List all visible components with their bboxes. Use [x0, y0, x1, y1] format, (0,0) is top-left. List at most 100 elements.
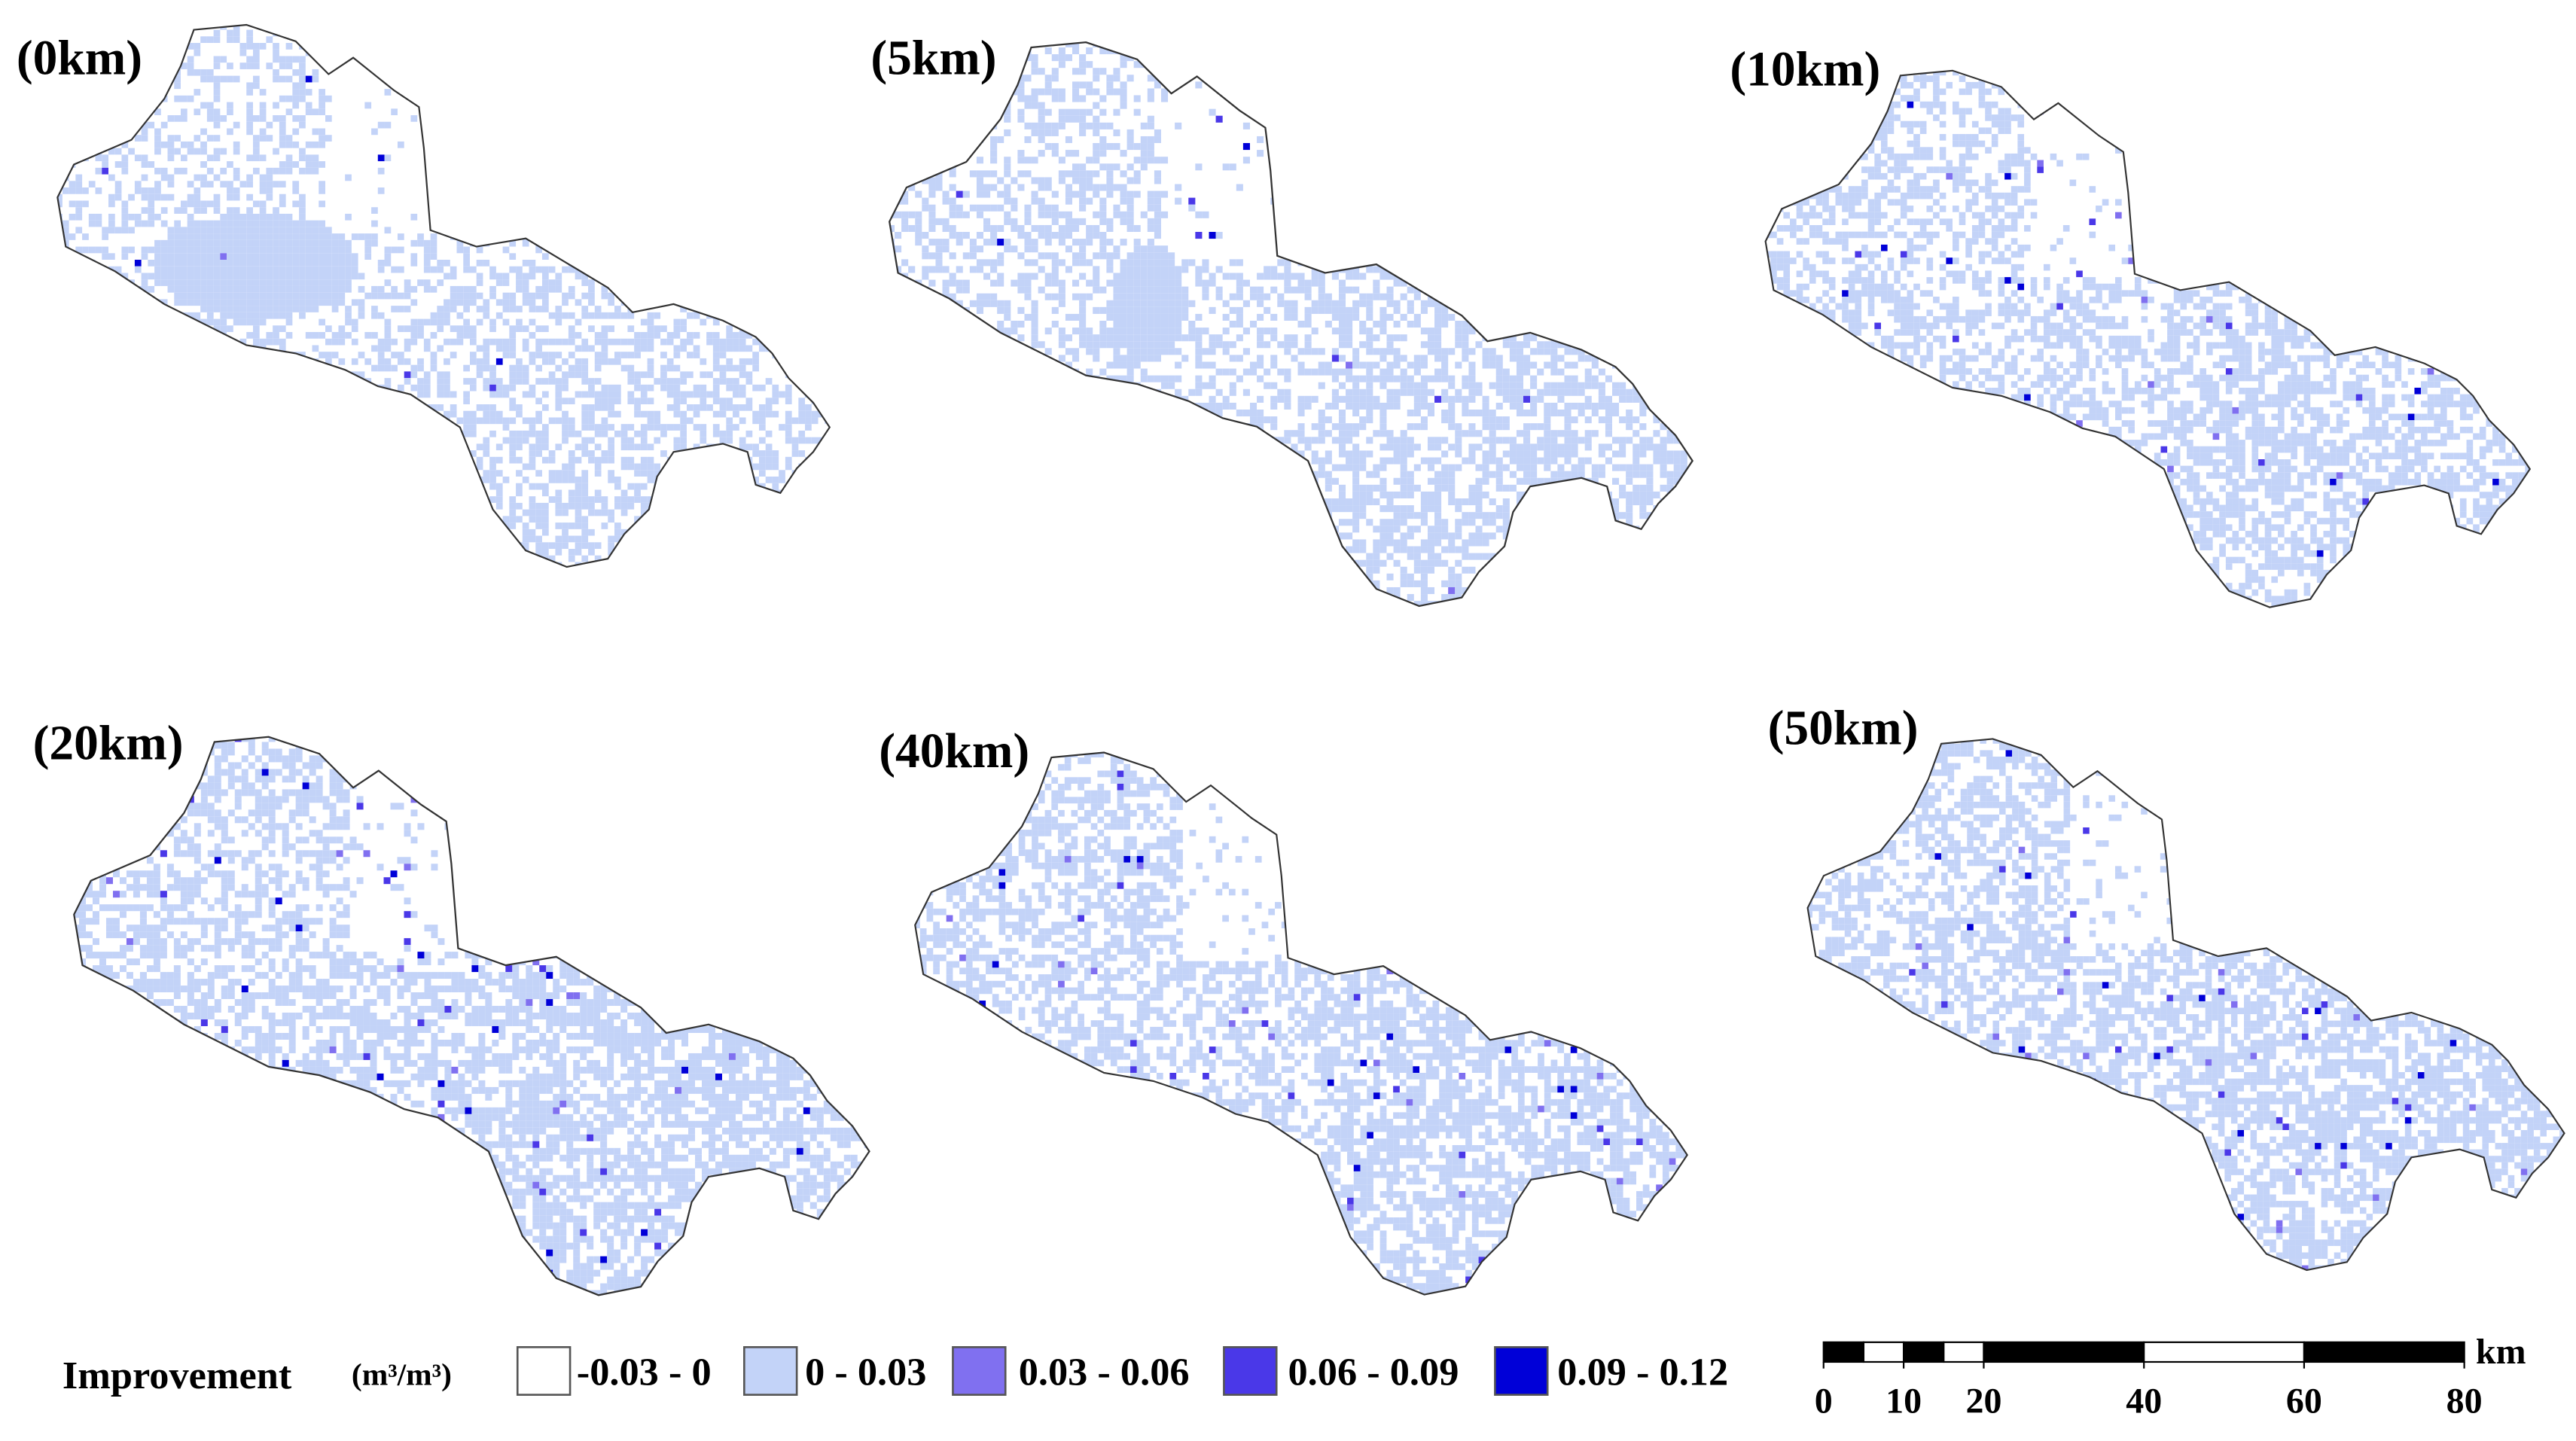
raster-cell [588, 529, 595, 536]
raster-cell [712, 364, 720, 372]
raster-cell [719, 352, 727, 358]
raster-cell [581, 424, 589, 431]
raster-cell [114, 227, 122, 234]
raster-cell [798, 398, 806, 405]
raster-cell [154, 135, 161, 142]
raster-cell [785, 417, 792, 425]
raster-cell [489, 292, 496, 300]
raster-cell [279, 200, 286, 208]
raster-cell [541, 266, 549, 273]
raster-cell [483, 384, 490, 391]
raster-cell [529, 483, 536, 490]
raster-cell [180, 207, 187, 214]
raster-cell [634, 410, 641, 418]
raster-cell [548, 470, 556, 477]
raster-cell [187, 227, 194, 234]
raster-cell [410, 239, 418, 247]
raster-cell [299, 154, 306, 162]
raster-cell [693, 345, 700, 352]
raster-cell [154, 141, 161, 148]
raster-cell [522, 285, 529, 293]
raster-cell [325, 279, 332, 286]
raster-cell [319, 332, 325, 339]
raster-cell [167, 115, 175, 122]
raster-cell [673, 364, 681, 372]
raster-cell [305, 273, 312, 280]
raster-cell [299, 285, 306, 293]
raster-cell [279, 135, 286, 142]
raster-cell [266, 220, 273, 227]
raster-cell [273, 338, 279, 346]
raster-cell [541, 306, 549, 312]
raster-cell [325, 299, 332, 306]
raster-cell [134, 213, 142, 221]
raster-cell [338, 239, 346, 247]
raster-cell [227, 207, 233, 214]
raster-cell [614, 430, 621, 437]
raster-cell [529, 332, 536, 339]
raster-cell [227, 108, 233, 116]
raster-cell [785, 430, 792, 437]
raster-cell [627, 502, 635, 510]
raster-cell [588, 325, 595, 333]
raster-cell [608, 535, 614, 543]
raster-cell [726, 332, 733, 339]
raster-cell [266, 174, 273, 181]
raster-cell [430, 358, 437, 365]
raster-cell [206, 75, 214, 83]
raster-cell [509, 352, 517, 358]
raster-cell [437, 371, 444, 379]
raster-cell [141, 246, 148, 254]
raster-cell [562, 371, 569, 379]
raster-cell [410, 325, 418, 333]
raster-cell [338, 253, 346, 260]
raster-cell [765, 404, 773, 411]
raster-cell [273, 181, 279, 188]
raster-cell [450, 352, 457, 358]
raster-cell [213, 299, 221, 306]
raster-cell [555, 285, 562, 293]
raster-cell [594, 391, 602, 398]
raster-cell [141, 161, 148, 168]
raster-cell [377, 292, 385, 300]
raster-cell [305, 292, 312, 300]
raster-cell [312, 306, 319, 312]
raster-cell [299, 273, 306, 280]
raster-cell [187, 141, 194, 148]
raster-cell [469, 299, 477, 306]
raster-cell [266, 266, 273, 273]
raster-cell [404, 345, 411, 352]
raster-cell [279, 213, 286, 221]
raster-cell [194, 135, 201, 142]
raster-cell [601, 332, 608, 339]
raster-cell [266, 312, 273, 319]
raster-cell [463, 318, 470, 326]
raster-cell [319, 102, 325, 109]
raster-cell [476, 358, 483, 365]
raster-cell [410, 384, 418, 391]
raster-cell [620, 502, 628, 510]
raster-cell [239, 285, 247, 293]
raster-cell [785, 424, 792, 431]
raster-cell [285, 213, 293, 221]
raster-cell [588, 509, 595, 516]
raster-cell [516, 279, 523, 286]
raster-cell [444, 384, 450, 391]
raster-cell [338, 266, 346, 273]
raster-cell [227, 161, 233, 168]
raster-cell [568, 332, 575, 339]
raster-cell [252, 227, 260, 234]
raster-cell [227, 220, 233, 227]
raster-cell [160, 253, 168, 260]
raster-cell [213, 174, 221, 181]
raster-cell [319, 200, 325, 208]
raster-cell [575, 483, 582, 490]
raster-cell [194, 299, 201, 306]
raster-cell [614, 483, 621, 490]
raster-cell [686, 404, 694, 411]
raster-cell [758, 463, 766, 471]
raster-cell [259, 266, 267, 273]
raster-cell [148, 246, 155, 254]
raster-cell [220, 292, 227, 300]
raster-cell [555, 470, 562, 477]
